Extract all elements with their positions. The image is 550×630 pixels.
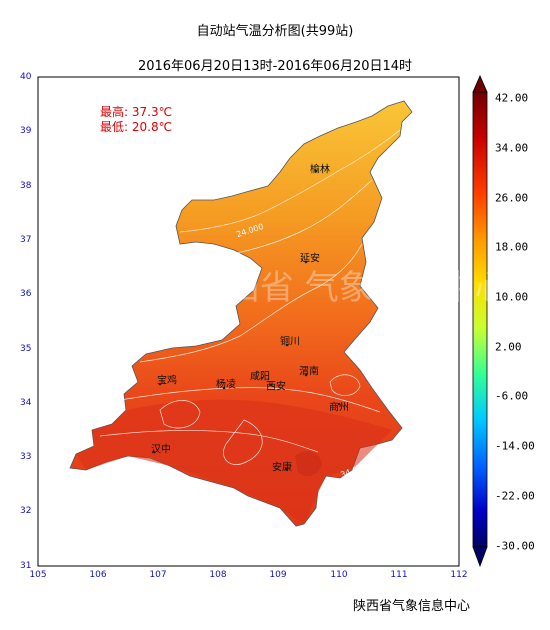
colorbar-tick: -30.00 <box>495 539 535 553</box>
min-temperature: 最低: 20.8℃ <box>100 120 173 134</box>
y-tick: 37 <box>20 235 32 245</box>
colorbar-tick: 10.00 <box>495 290 529 304</box>
colorbar-bottom-arrow <box>472 546 488 568</box>
footer-credit: 陕西省气象信息中心 <box>352 599 470 614</box>
map-subtitle: 2016年06月20日13时-2016年06月20日14时 <box>137 59 413 74</box>
y-tick: 39 <box>20 126 32 136</box>
colorbar-tick: 34.00 <box>495 141 529 155</box>
x-tick: 107 <box>149 570 167 580</box>
city-label-shangzhou: 商州 <box>329 402 349 414</box>
colorbar-tick: -14.00 <box>495 439 535 453</box>
city-label-ankang: 安康 <box>272 462 292 474</box>
max-temperature: 最高: 37.3℃ <box>100 105 173 119</box>
y-tick: 40 <box>20 72 32 82</box>
x-tick: 111 <box>390 570 408 580</box>
hot-zone <box>76 399 392 524</box>
colorbar-top-arrow <box>472 75 488 93</box>
warm-patch <box>295 451 322 477</box>
x-tick: 106 <box>89 570 107 580</box>
city-label-yulin: 榆林 <box>310 164 330 176</box>
y-tick: 35 <box>20 344 32 354</box>
x-tick: 110 <box>330 570 348 580</box>
city-markers <box>152 169 341 471</box>
city-label-xianyang: 咸阳 <box>250 371 270 383</box>
city-label-yanan: 延安 <box>300 253 320 265</box>
y-tick: 32 <box>20 506 32 516</box>
colorbar-tick: -22.00 <box>495 489 535 503</box>
y-tick: 33 <box>20 452 32 462</box>
city-label-baoji: 宝鸡 <box>157 375 177 387</box>
colorbar-tick: -6.00 <box>495 389 529 403</box>
city-label-hanzhong: 汉中 <box>151 444 171 456</box>
x-tick: 109 <box>269 570 287 580</box>
y-tick: 31 <box>20 561 32 571</box>
colorbar <box>472 91 488 548</box>
colorbar-tick: 18.00 <box>495 240 529 254</box>
city-label-tongchuan: 铜川 <box>280 336 300 348</box>
y-tick: 36 <box>20 289 32 299</box>
y-tick: 34 <box>20 398 32 408</box>
colorbar-tick: 26.00 <box>495 191 529 205</box>
x-tick: 105 <box>29 570 47 580</box>
city-label-weinan: 渭南 <box>299 366 319 378</box>
x-tick: 108 <box>209 570 227 580</box>
colorbar-tick: 42.00 <box>495 91 529 105</box>
x-tick: 112 <box>450 570 468 580</box>
y-tick: 38 <box>20 181 32 191</box>
colorbar-tick: 2.00 <box>495 340 522 354</box>
city-label-xian: 西安 <box>266 381 286 393</box>
map-title: 自动站气温分析图(共99站) <box>196 24 354 39</box>
watermark: 陕西省 气象信息中心 <box>192 268 509 308</box>
city-label-yangling: 杨凌 <box>216 379 236 391</box>
